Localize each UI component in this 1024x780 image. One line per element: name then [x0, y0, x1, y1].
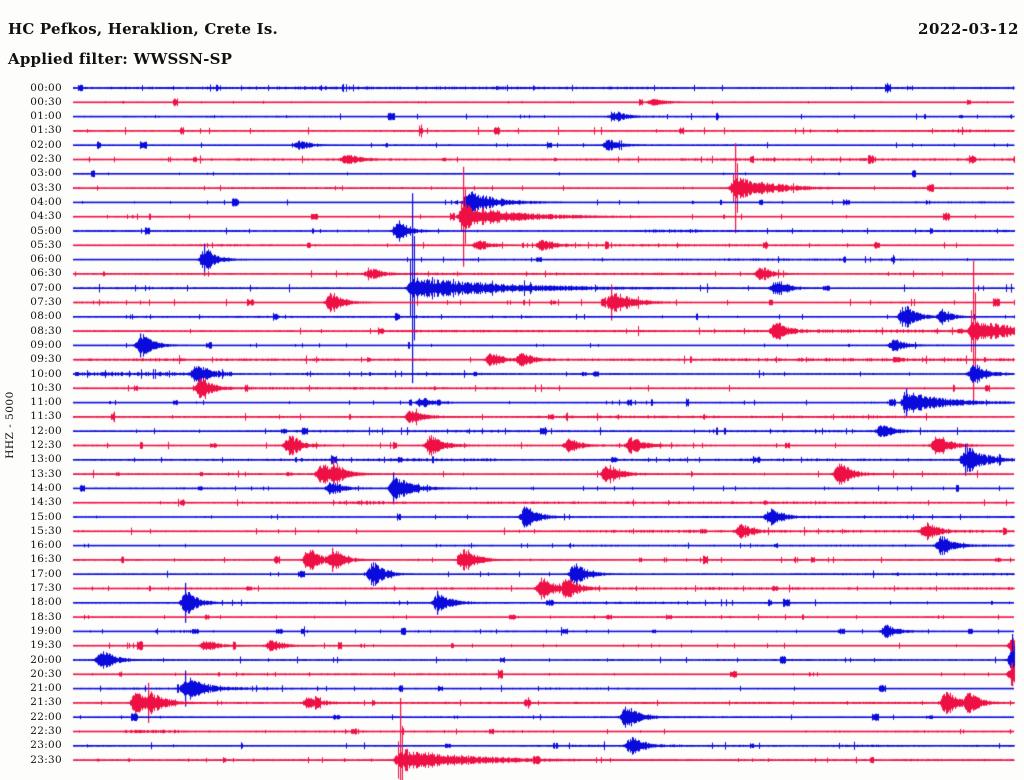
time-label: 06:30 — [30, 267, 62, 280]
time-label: 15:00 — [30, 510, 62, 523]
time-label: 03:00 — [30, 167, 62, 180]
time-axis-labels: 00:00 00:30 01:00 01:30 02:00 02:30 03:00 03:30… — [0, 0, 62, 780]
time-label: 11:00 — [30, 396, 62, 409]
time-label: 21:30 — [30, 696, 62, 709]
time-label: 10:00 — [30, 367, 62, 380]
time-label: 09:00 — [30, 338, 62, 351]
time-label: 17:00 — [30, 567, 62, 580]
time-label: 15:30 — [30, 524, 62, 537]
time-label: 13:00 — [30, 453, 62, 466]
time-label: 22:00 — [30, 710, 62, 723]
time-label: 02:00 — [30, 138, 62, 151]
time-label: 04:30 — [30, 210, 62, 223]
time-label: 20:30 — [30, 667, 62, 680]
time-label: 04:00 — [30, 195, 62, 208]
time-label: 23:30 — [30, 753, 62, 766]
time-label: 11:30 — [30, 410, 62, 423]
time-label: 14:00 — [30, 481, 62, 494]
time-label: 22:30 — [30, 725, 62, 737]
time-label: 08:30 — [30, 324, 62, 337]
time-label: 21:00 — [30, 682, 62, 695]
time-label: 12:30 — [30, 439, 62, 451]
time-label: 00:00 — [30, 81, 62, 94]
time-label: 16:30 — [30, 553, 62, 566]
time-label: 20:00 — [30, 653, 62, 666]
time-label: 01:30 — [30, 124, 62, 137]
time-label: 09:30 — [30, 353, 62, 366]
time-label: 23:00 — [30, 739, 62, 752]
time-label: 18:30 — [30, 610, 62, 623]
time-label: 18:00 — [30, 596, 62, 609]
time-label: 00:30 — [30, 95, 62, 108]
time-label: 19:00 — [30, 624, 62, 637]
time-label: 19:30 — [30, 639, 62, 652]
time-label: 13:30 — [30, 467, 62, 480]
time-label: 10:30 — [30, 381, 62, 394]
time-label: 07:00 — [30, 281, 62, 294]
time-label: 01:00 — [30, 110, 62, 123]
time-label: 12:00 — [30, 424, 62, 437]
time-label: 05:00 — [30, 224, 62, 237]
time-label: 17:30 — [30, 582, 62, 594]
time-label: 07:30 — [30, 296, 62, 308]
time-label: 05:30 — [30, 238, 62, 251]
time-label: 06:00 — [30, 253, 62, 266]
time-label: 14:30 — [30, 496, 62, 509]
time-label: 16:00 — [30, 539, 62, 552]
time-label: 03:30 — [30, 181, 62, 194]
time-label: 02:30 — [30, 153, 62, 165]
time-label: 08:00 — [30, 310, 62, 323]
